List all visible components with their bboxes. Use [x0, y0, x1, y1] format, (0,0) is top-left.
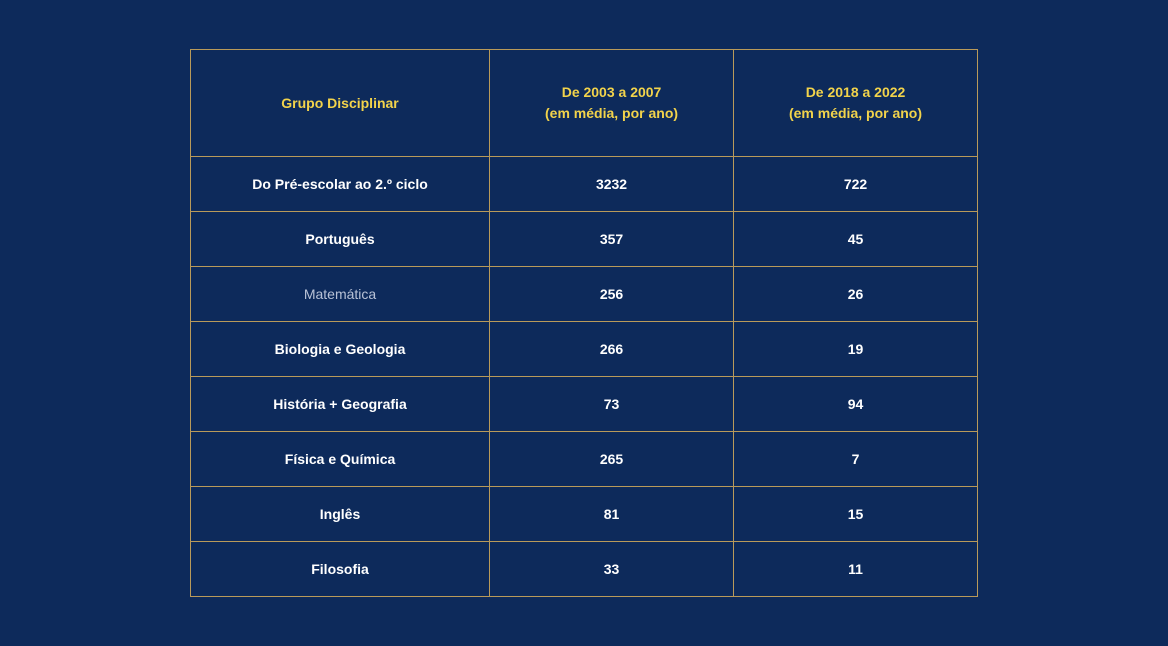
cell-subject: Filosofia [191, 542, 490, 597]
table-row: Inglês 81 15 [191, 487, 978, 542]
cell-value-period-2: 7 [734, 432, 978, 487]
cell-value-period-1: 357 [490, 212, 734, 267]
cell-subject: Do Pré-escolar ao 2.º ciclo [191, 157, 490, 212]
cell-value-period-1: 256 [490, 267, 734, 322]
table-body: Do Pré-escolar ao 2.º ciclo 3232 722 Por… [191, 157, 978, 597]
cell-value-period-1: 73 [490, 377, 734, 432]
cell-value-period-2: 26 [734, 267, 978, 322]
col-header-period-1-line2: (em média, por ano) [490, 103, 733, 124]
cell-subject: Inglês [191, 487, 490, 542]
table-row: Do Pré-escolar ao 2.º ciclo 3232 722 [191, 157, 978, 212]
col-header-period-2: De 2018 a 2022 (em média, por ano) [734, 50, 978, 157]
table-row: Matemática 256 26 [191, 267, 978, 322]
cell-value-period-1: 265 [490, 432, 734, 487]
cell-value-period-2: 94 [734, 377, 978, 432]
col-header-subject-line1: Grupo Disciplinar [281, 95, 398, 111]
col-header-period-1-line1: De 2003 a 2007 [562, 84, 662, 100]
cell-value-period-2: 11 [734, 542, 978, 597]
cell-subject: Biologia e Geologia [191, 322, 490, 377]
cell-subject: Português [191, 212, 490, 267]
cell-value-period-1: 33 [490, 542, 734, 597]
col-header-subject: Grupo Disciplinar [191, 50, 490, 157]
table-row: Biologia e Geologia 266 19 [191, 322, 978, 377]
cell-value-period-1: 266 [490, 322, 734, 377]
cell-value-period-2: 722 [734, 157, 978, 212]
disciplinary-group-table: Grupo Disciplinar De 2003 a 2007 (em méd… [190, 49, 978, 597]
cell-value-period-1: 81 [490, 487, 734, 542]
cell-subject: História + Geografia [191, 377, 490, 432]
table-row: Física e Química 265 7 [191, 432, 978, 487]
cell-subject: Matemática [191, 267, 490, 322]
table-row: Português 357 45 [191, 212, 978, 267]
slide-stage: Grupo Disciplinar De 2003 a 2007 (em méd… [0, 0, 1168, 646]
cell-value-period-2: 45 [734, 212, 978, 267]
table-row: História + Geografia 73 94 [191, 377, 978, 432]
col-header-period-1: De 2003 a 2007 (em média, por ano) [490, 50, 734, 157]
table-row: Filosofia 33 11 [191, 542, 978, 597]
col-header-period-2-line1: De 2018 a 2022 [806, 84, 906, 100]
cell-value-period-2: 15 [734, 487, 978, 542]
col-header-period-2-line2: (em média, por ano) [734, 103, 977, 124]
table-header-row: Grupo Disciplinar De 2003 a 2007 (em méd… [191, 50, 978, 157]
cell-value-period-1: 3232 [490, 157, 734, 212]
cell-subject: Física e Química [191, 432, 490, 487]
cell-value-period-2: 19 [734, 322, 978, 377]
